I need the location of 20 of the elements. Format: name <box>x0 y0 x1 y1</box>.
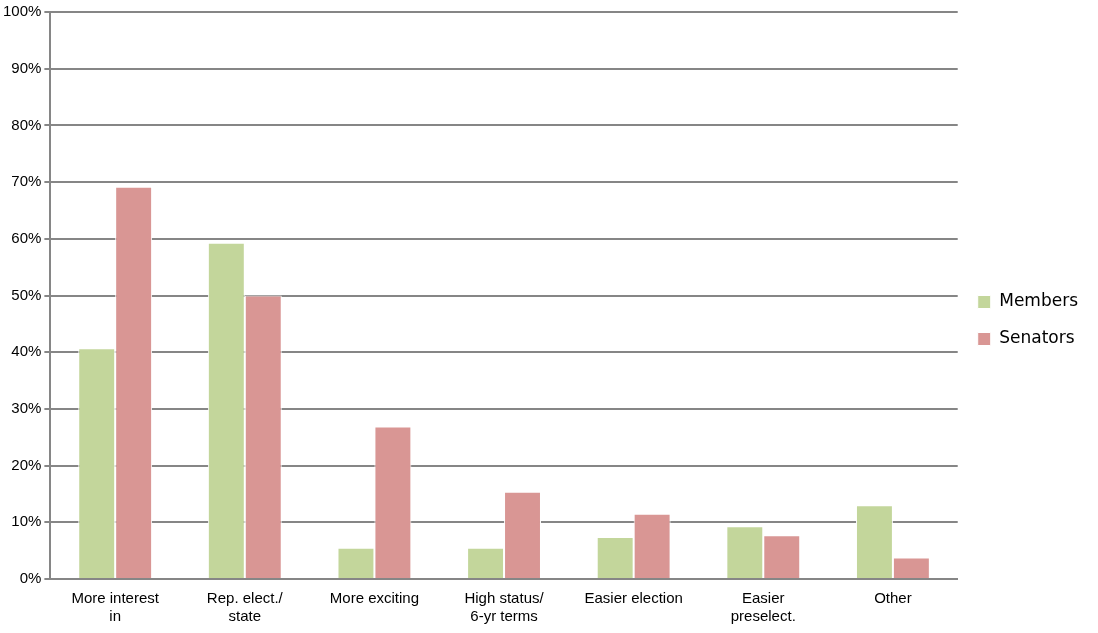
y-tick-label: 100% <box>2 2 42 20</box>
x-tick-label: Rep. elect./ state <box>206 589 284 625</box>
y-tick-label: 90% <box>11 58 42 76</box>
x-tick-label: Other <box>874 589 912 607</box>
x-tick-label: Easier election <box>584 589 683 607</box>
legend-label: Members <box>999 290 1079 311</box>
y-tick-label: 80% <box>11 115 42 133</box>
y-tick-label: 40% <box>11 342 42 360</box>
y-tick-label: 70% <box>11 172 42 190</box>
y-tick-label: 0% <box>19 569 42 587</box>
y-tick-label: 10% <box>11 512 42 530</box>
x-tick-label: More interest in <box>71 589 160 625</box>
x-tick-label: More exciting <box>329 589 420 607</box>
x-tick-label: High status/ 6-yr terms <box>464 589 545 625</box>
x-tick-label: Easier preselect. <box>730 589 796 625</box>
y-tick-label: 60% <box>11 228 42 246</box>
legend-label: Senators <box>999 327 1075 348</box>
y-tick-label: 50% <box>11 285 42 303</box>
y-tick-label: 30% <box>11 399 42 417</box>
y-tick-label: 20% <box>11 455 42 473</box>
